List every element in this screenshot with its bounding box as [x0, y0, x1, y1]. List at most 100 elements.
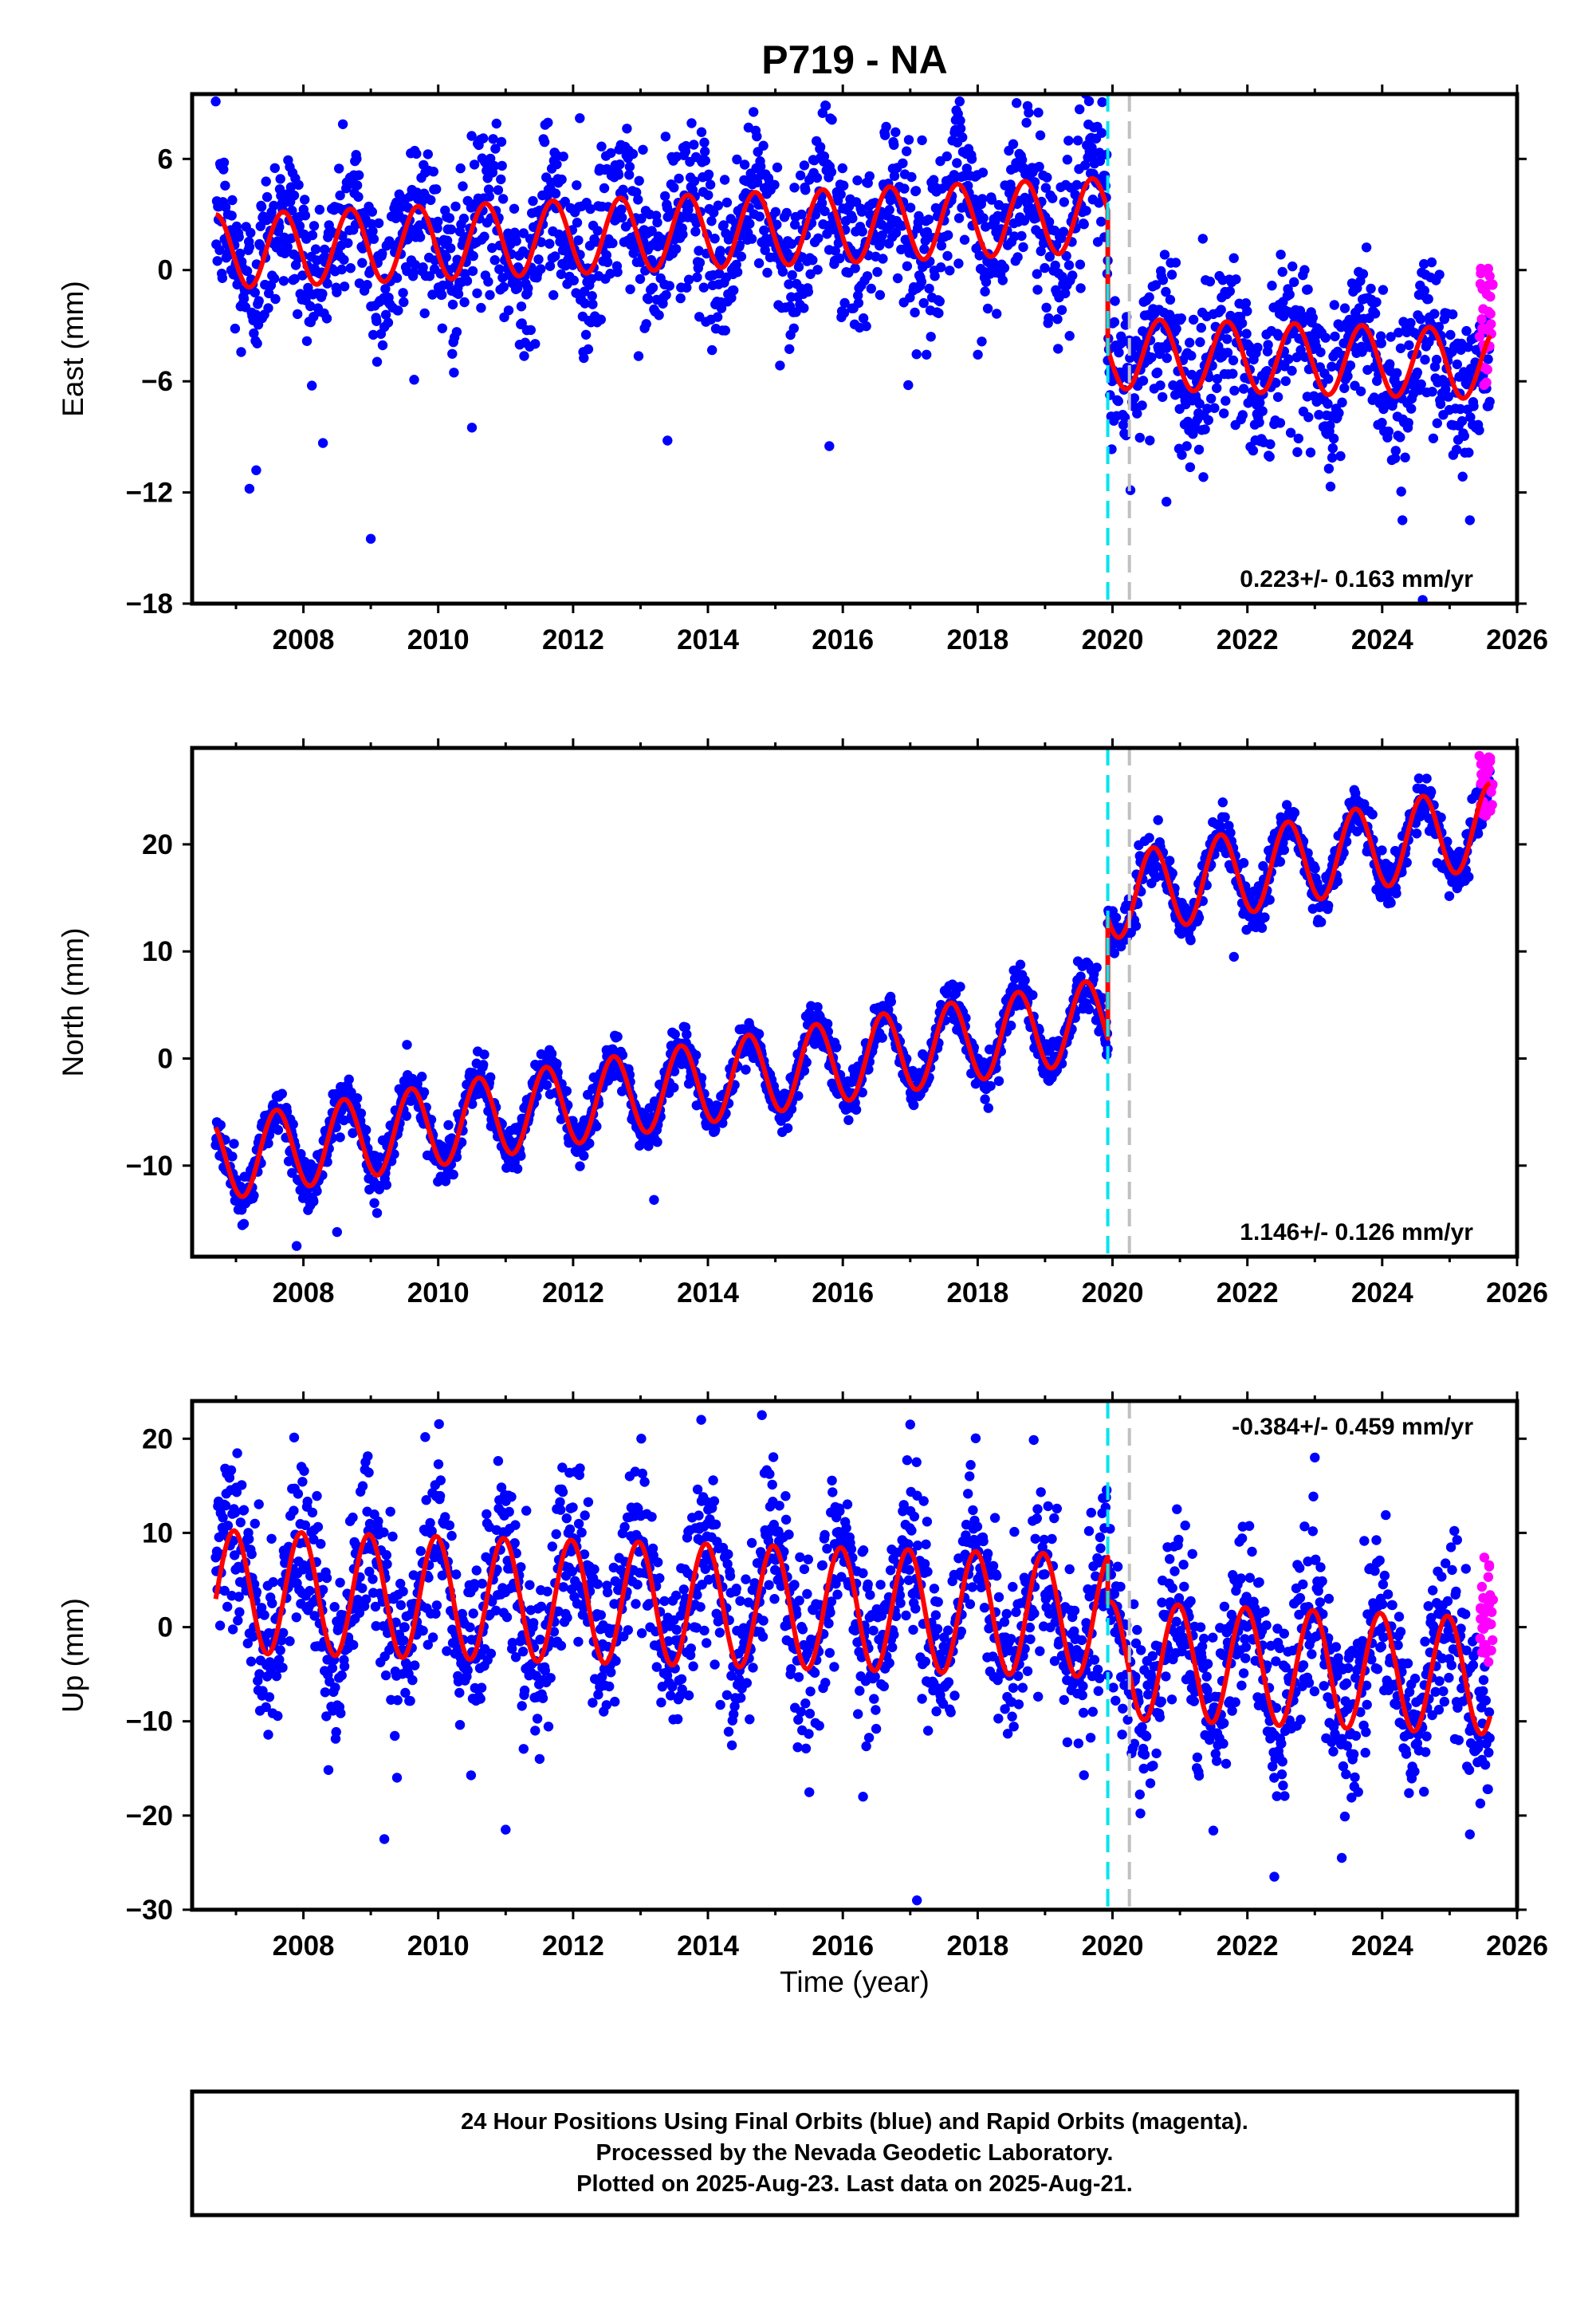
north-position-point — [536, 1049, 547, 1060]
east-outlier-point — [1464, 515, 1476, 525]
east-position-point — [861, 321, 871, 332]
east-position-point — [881, 121, 891, 132]
east-position-point — [383, 317, 394, 328]
north-position-point — [1144, 832, 1154, 843]
east-position-point — [1186, 350, 1197, 361]
east-position-point — [1328, 433, 1339, 444]
north-position-point — [1472, 828, 1484, 839]
east-position-point — [380, 284, 391, 294]
up-position-point — [263, 1730, 273, 1740]
north-position-point — [546, 1049, 557, 1059]
east-position-point — [955, 124, 966, 134]
north-position-point — [1015, 959, 1026, 970]
up-position-point — [222, 1601, 233, 1612]
east-position-point — [377, 340, 388, 351]
east-position-point — [930, 271, 940, 281]
east-position-point — [812, 265, 823, 275]
north-position-point — [579, 1151, 589, 1161]
north-x-tick-label: 2026 — [1486, 1277, 1548, 1309]
east-position-point — [1412, 367, 1423, 378]
east-position-point — [1185, 337, 1195, 348]
north-model-line — [213, 781, 1492, 1199]
east-position-point — [784, 279, 794, 289]
east-position-point — [484, 191, 494, 202]
east-position-point — [1118, 419, 1129, 431]
east-position-point — [762, 267, 772, 278]
east-position-point — [799, 303, 809, 313]
east-position-point — [1432, 418, 1443, 428]
north-y-axis-label: North (mm) — [57, 927, 89, 1076]
east-position-point — [352, 154, 362, 164]
east-position-point — [1032, 285, 1043, 295]
north-position-point — [1130, 921, 1142, 931]
up-position-point — [264, 1692, 275, 1702]
north-position-point — [1323, 900, 1334, 911]
east-position-point — [1327, 443, 1339, 454]
east-position-point — [853, 290, 863, 301]
east-position-point — [924, 283, 934, 294]
east-position-point — [917, 135, 927, 146]
east-position-point — [616, 204, 627, 214]
east-position-point — [1463, 342, 1473, 352]
east-position-point — [716, 303, 727, 313]
up-position-point — [273, 1710, 283, 1722]
east-position-point — [380, 309, 391, 320]
east-position-point — [929, 175, 939, 185]
east-position-point — [713, 200, 723, 211]
east-position-point — [1034, 161, 1044, 172]
east-position-point — [739, 159, 750, 170]
east-position-point — [1284, 289, 1295, 300]
east-position-point — [715, 246, 725, 256]
north-position-point — [717, 1118, 728, 1128]
north-position-point — [1377, 845, 1387, 856]
north-outlier-point — [649, 1194, 659, 1206]
north-y-tick-label: 20 — [142, 829, 173, 860]
east-position-point — [945, 266, 955, 276]
east-position-point — [890, 127, 901, 137]
east-position-point — [986, 195, 997, 205]
east-position-point — [872, 266, 883, 277]
up-position-point — [244, 1533, 254, 1545]
north-position-point — [556, 1114, 567, 1124]
north-position-point — [1097, 993, 1107, 1003]
east-position-point — [1314, 410, 1324, 420]
east-position-point — [1325, 482, 1336, 492]
north-position-point — [1028, 990, 1038, 1001]
east-position-point — [367, 207, 377, 217]
north-outlier-point — [291, 1241, 302, 1251]
east-y-tick-label: 0 — [158, 255, 173, 286]
east-position-point — [1323, 399, 1333, 409]
east-position-point — [839, 180, 849, 191]
east-position-point — [978, 213, 989, 223]
north-position-point — [381, 1179, 391, 1190]
east-plot-area — [210, 94, 1498, 604]
east-position-point — [1305, 447, 1316, 458]
east-position-point — [720, 325, 730, 336]
north-position-point — [1091, 962, 1102, 973]
up-position-point — [267, 1598, 277, 1608]
north-position-point — [753, 1029, 765, 1039]
east-position-point — [1228, 368, 1238, 379]
north-position-point — [229, 1139, 239, 1149]
east-position-point — [556, 174, 567, 185]
east-x-tick-label: 2024 — [1351, 624, 1413, 655]
east-position-point — [496, 136, 507, 148]
east-position-point — [1063, 260, 1075, 270]
east-rapid-point — [1483, 263, 1494, 274]
east-position-point — [437, 323, 447, 333]
east-position-point — [710, 234, 720, 244]
east-position-point — [1188, 314, 1199, 325]
east-position-point — [1325, 420, 1335, 431]
north-position-point — [419, 1087, 430, 1097]
north-outlier-point — [332, 1226, 342, 1238]
north-position-point — [238, 1218, 250, 1230]
east-position-point — [449, 368, 459, 378]
east-position-point — [1166, 270, 1177, 280]
east-position-point — [1265, 439, 1276, 450]
east-position-point — [953, 213, 965, 223]
east-position-point — [489, 255, 500, 266]
east-position-point — [920, 235, 931, 246]
east-position-point — [1137, 400, 1147, 411]
north-position-point — [1421, 773, 1432, 784]
east-rapid-point — [1474, 331, 1485, 342]
